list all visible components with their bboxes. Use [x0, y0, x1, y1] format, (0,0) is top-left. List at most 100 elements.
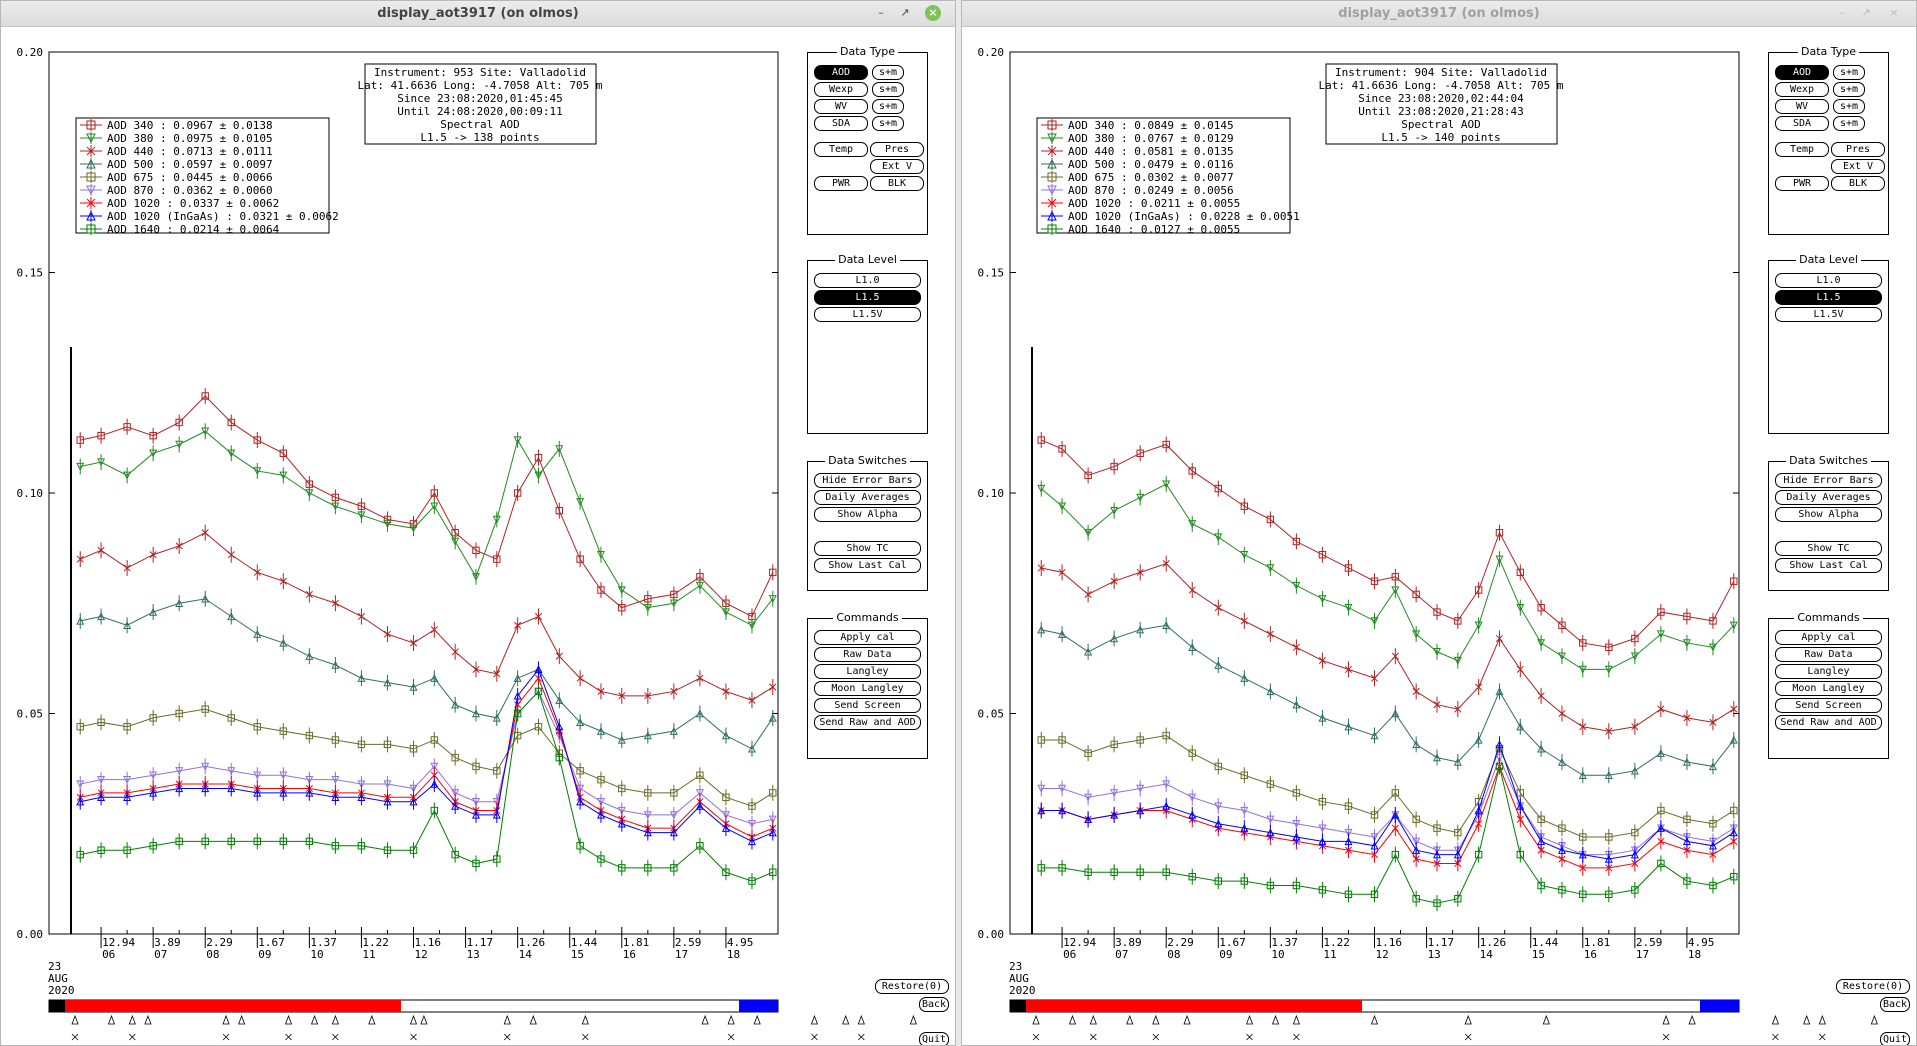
aod-button[interactable]: AOD — [1775, 65, 1829, 80]
daily-averages-button[interactable]: Daily Averages — [1775, 490, 1882, 505]
data-point — [357, 792, 366, 801]
series-line — [1040, 483, 1735, 670]
data-point — [1412, 687, 1420, 696]
quit-button[interactable]: Quit — [919, 1032, 949, 1045]
data-point — [1318, 713, 1327, 722]
wexp-sm-button[interactable]: s+m — [1833, 82, 1865, 97]
data-point — [644, 864, 652, 872]
moon-langley-button[interactable]: Moon Langley — [814, 681, 921, 696]
l15v-button[interactable]: L1.5V — [1775, 307, 1882, 322]
show-alpha-button[interactable]: Show Alpha — [1775, 507, 1882, 522]
hour-label: 10 — [310, 948, 323, 961]
pwr-button[interactable]: PWR — [814, 176, 868, 191]
hide-error-bars-button[interactable]: Hide Error Bars — [814, 473, 921, 488]
wv-button[interactable]: WV — [1775, 99, 1829, 114]
send-screen-button[interactable]: Send Screen — [814, 698, 921, 713]
restore-button[interactable]: Restore(0) — [875, 979, 949, 994]
pres-button[interactable]: Pres — [870, 142, 924, 157]
legend-entry: AOD 1020 : 0.0337 ± 0.0062 — [107, 197, 279, 210]
langley-button[interactable]: Langley — [814, 664, 921, 679]
measurement-marker — [1152, 1014, 1160, 1025]
sda-sm-button[interactable]: s+m — [872, 116, 904, 131]
l15v-button[interactable]: L1.5V — [814, 307, 921, 322]
data-point — [1412, 855, 1420, 863]
info-line: Since 23:08:2020,02:44:04 — [1358, 92, 1524, 105]
pres-button[interactable]: Pres — [1831, 142, 1885, 157]
wv-button[interactable]: WV — [814, 99, 868, 114]
series-aod-675 — [1037, 727, 1738, 845]
close-icon[interactable]: × — [925, 5, 941, 21]
data-point — [1136, 806, 1145, 815]
maximize-icon[interactable]: ↗ — [900, 6, 910, 19]
restore-button[interactable]: Restore(0) — [1836, 979, 1910, 994]
hide-error-bars-button[interactable]: Hide Error Bars — [1775, 473, 1882, 488]
data-point — [555, 753, 563, 762]
temp-button[interactable]: Temp — [814, 142, 868, 157]
sda-button[interactable]: SDA — [814, 116, 868, 131]
ext-v-button[interactable]: Ext V — [1831, 159, 1885, 174]
blk-button[interactable]: BLK — [870, 176, 924, 191]
wv-sm-button[interactable]: s+m — [1833, 99, 1865, 114]
pwr-button[interactable]: PWR — [1775, 176, 1829, 191]
aod-sm-button[interactable]: s+m — [872, 65, 904, 80]
l15-button[interactable]: L1.5 — [1775, 290, 1882, 305]
raw-data-button[interactable]: Raw Data — [814, 647, 921, 662]
sda-button[interactable]: SDA — [1775, 116, 1829, 131]
ext-v-button[interactable]: Ext V — [870, 159, 924, 174]
data-point — [123, 792, 132, 801]
send-screen-button[interactable]: Send Screen — [1775, 698, 1882, 713]
data-point — [1214, 533, 1223, 542]
moon-langley-button[interactable]: Moon Langley — [1775, 681, 1882, 696]
blk-button[interactable]: BLK — [1831, 176, 1885, 191]
show-last-cal-button[interactable]: Show Last Cal — [814, 558, 921, 573]
maximize-icon[interactable]: ↗ — [1861, 6, 1871, 19]
air-mass-label: 1.37 — [310, 936, 337, 949]
minimize-icon[interactable]: – — [878, 6, 884, 19]
data-point — [1162, 868, 1170, 876]
show-last-cal-button[interactable]: Show Last Cal — [1775, 558, 1882, 573]
data-point — [1344, 564, 1353, 572]
back-button[interactable]: Back — [919, 997, 949, 1012]
langley-button[interactable]: Langley — [1775, 664, 1882, 679]
wexp-sm-button[interactable]: s+m — [872, 82, 904, 97]
wexp-button[interactable]: Wexp — [814, 82, 868, 97]
apply-cal-button[interactable]: Apply cal — [814, 630, 921, 645]
info-frame — [364, 63, 597, 145]
data-point — [617, 586, 626, 595]
l10-button[interactable]: L1.0 — [1775, 273, 1882, 288]
send-raw-aod-button[interactable]: Send Raw and AOD — [814, 715, 921, 730]
back-button[interactable]: Back — [1880, 997, 1910, 1012]
wv-sm-button[interactable]: s+m — [872, 99, 904, 114]
quit-button[interactable]: Quit — [1880, 1032, 1910, 1045]
data-point — [596, 726, 605, 735]
moon-marker — [811, 1033, 818, 1041]
aod-button[interactable]: AOD — [814, 65, 868, 80]
close-icon[interactable]: × — [1889, 6, 1899, 19]
aod-sm-button[interactable]: s+m — [1833, 65, 1865, 80]
minimize-icon[interactable]: – — [1839, 6, 1845, 19]
measurement-marker — [701, 1014, 709, 1025]
temp-button[interactable]: Temp — [1775, 142, 1829, 157]
l10-button[interactable]: L1.0 — [814, 273, 921, 288]
data-point — [471, 798, 480, 807]
data-point — [1605, 833, 1613, 841]
daily-averages-button[interactable]: Daily Averages — [814, 490, 921, 505]
send-raw-aod-button[interactable]: Send Raw and AOD — [1775, 715, 1882, 730]
sda-sm-button[interactable]: s+m — [1833, 116, 1865, 131]
data-point — [1162, 620, 1171, 629]
l15-button[interactable]: L1.5 — [814, 290, 921, 305]
hour-label: 17 — [1636, 948, 1649, 961]
data-switches-panel: Data Switches Hide Error Bars Daily Aver… — [807, 454, 928, 591]
raw-data-button[interactable]: Raw Data — [1775, 647, 1882, 662]
data-point — [149, 551, 157, 559]
data-point — [769, 868, 777, 876]
show-alpha-button[interactable]: Show Alpha — [814, 507, 921, 522]
apply-cal-button[interactable]: Apply cal — [1775, 630, 1882, 645]
data-point — [149, 449, 158, 458]
series-aod-1020-ingaas- — [76, 661, 777, 850]
data-point — [1058, 864, 1066, 872]
show-tc-button[interactable]: Show TC — [1775, 541, 1882, 556]
data-point — [493, 670, 501, 678]
wexp-button[interactable]: Wexp — [1775, 82, 1829, 97]
show-tc-button[interactable]: Show TC — [814, 541, 921, 556]
